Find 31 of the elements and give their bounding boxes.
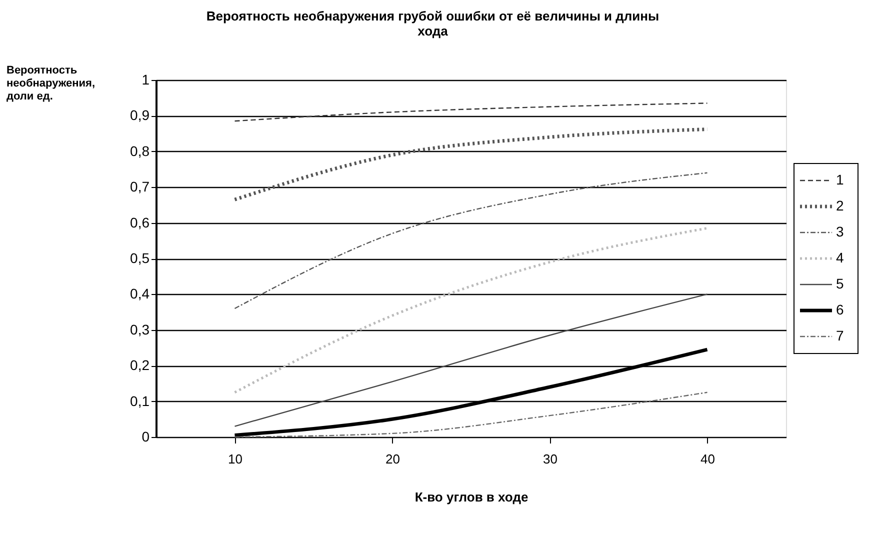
x-axis-title: К-во углов в ходе bbox=[414, 490, 528, 504]
y-tick-label: 0,6 bbox=[130, 214, 150, 230]
line-series bbox=[234, 172, 708, 310]
legend-label: 5 bbox=[836, 276, 844, 292]
y-tick-label: 0,8 bbox=[130, 142, 150, 159]
line-series bbox=[234, 294, 708, 427]
x-tick-label: 30 bbox=[543, 452, 558, 466]
y-tick-label: 0,4 bbox=[130, 286, 150, 302]
y-tick-label: 0,7 bbox=[130, 178, 150, 195]
y-tick-label: 0,1 bbox=[130, 392, 150, 409]
chart-title: Вероятность необнаружения грубой ошибки от её величины и длины хода bbox=[206, 8, 660, 38]
legend-label: 2 bbox=[836, 198, 844, 214]
legend-label: 6 bbox=[836, 302, 844, 318]
line-series bbox=[234, 102, 708, 122]
legend-label: 1 bbox=[836, 172, 844, 188]
legend-label: 4 bbox=[836, 250, 844, 266]
y-tick-label: 1 bbox=[142, 72, 150, 88]
line-series bbox=[234, 392, 708, 438]
line-series bbox=[233, 128, 709, 202]
line-series bbox=[234, 226, 708, 394]
y-tick-label: 0 bbox=[142, 428, 150, 444]
y-tick-label: 0,3 bbox=[130, 321, 150, 338]
y-tick-label: 0,5 bbox=[130, 250, 150, 266]
y-tick-label: 0,9 bbox=[130, 107, 150, 124]
legend-label: 3 bbox=[836, 224, 844, 240]
x-tick-label: 10 bbox=[228, 452, 242, 466]
y-tick-label: 0,2 bbox=[130, 357, 150, 374]
x-tick-label: 40 bbox=[700, 452, 715, 466]
x-tick-label: 20 bbox=[386, 452, 400, 466]
legend-label: 7 bbox=[836, 328, 844, 344]
y-axis-title: Вероятность необнаружения, доли ед. bbox=[6, 64, 96, 102]
